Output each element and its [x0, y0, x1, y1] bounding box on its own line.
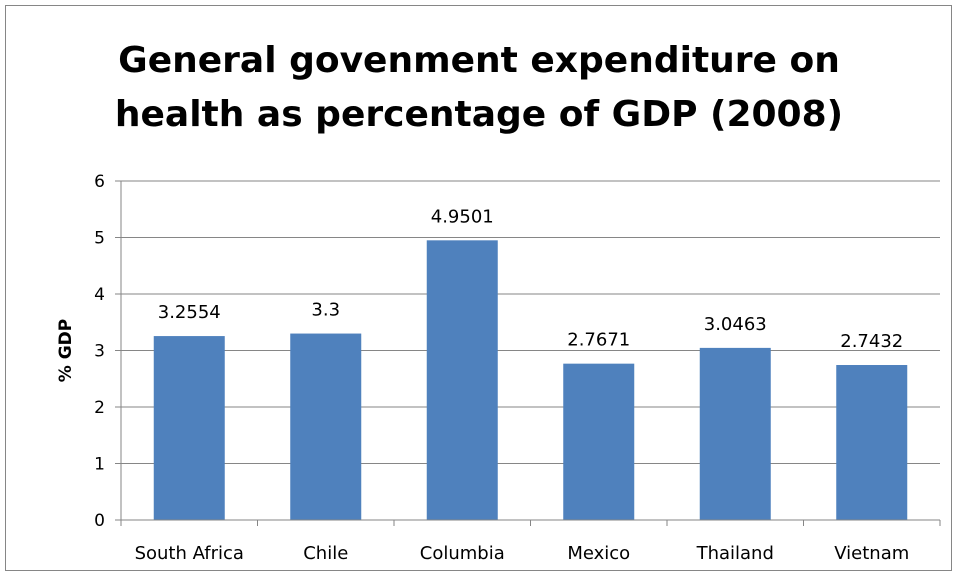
- data-label: 3.0463: [704, 314, 767, 335]
- gridlines: [121, 180, 940, 464]
- data-label: 3.2554: [158, 302, 221, 323]
- x-tick-labels: South Africa Chile Columbia Mexico Thailand V…: [135, 543, 910, 564]
- x-tick-label: South Africa: [135, 543, 244, 564]
- y-tick-label: 1: [94, 455, 105, 475]
- data-label: 2.7432: [840, 331, 903, 352]
- y-tick-label: 5: [94, 229, 105, 249]
- y-tick-label: 6: [94, 172, 105, 192]
- chart-title-line-1: General govenment expenditure on: [118, 40, 840, 81]
- bar: [836, 365, 908, 520]
- y-tick-label: 4: [94, 285, 105, 305]
- x-tick-label: Thailand: [696, 543, 774, 564]
- bar: [699, 347, 771, 520]
- x-tick-label: Vietnam: [834, 543, 909, 564]
- data-label: 3.3: [311, 300, 340, 321]
- bar: [290, 333, 362, 520]
- data-labels: 3.2554 3.3 4.9501 2.7671 3.0463 2.7432: [158, 206, 903, 352]
- data-label: 2.7671: [567, 330, 630, 351]
- bars: [153, 240, 908, 521]
- y-tick-labels: 0 1 2 3 4 5 6: [94, 172, 105, 531]
- bar: [563, 363, 635, 520]
- y-tick-label: 0: [94, 511, 105, 531]
- data-label: 4.9501: [431, 206, 494, 227]
- bar: [153, 336, 225, 520]
- chart-title: General govenment expenditure on health …: [0, 34, 958, 142]
- y-tick-label: 3: [94, 342, 105, 362]
- y-tick-label: 2: [94, 398, 105, 418]
- x-tick-label: Columbia: [420, 543, 505, 564]
- axes: [115, 180, 941, 526]
- x-tick-label: Chile: [303, 543, 348, 564]
- x-tick-label: Mexico: [567, 543, 630, 564]
- chart-title-line-2: health as percentage of GDP (2008): [114, 94, 844, 135]
- bar: [426, 240, 498, 521]
- y-axis-label: % GDP: [56, 319, 76, 382]
